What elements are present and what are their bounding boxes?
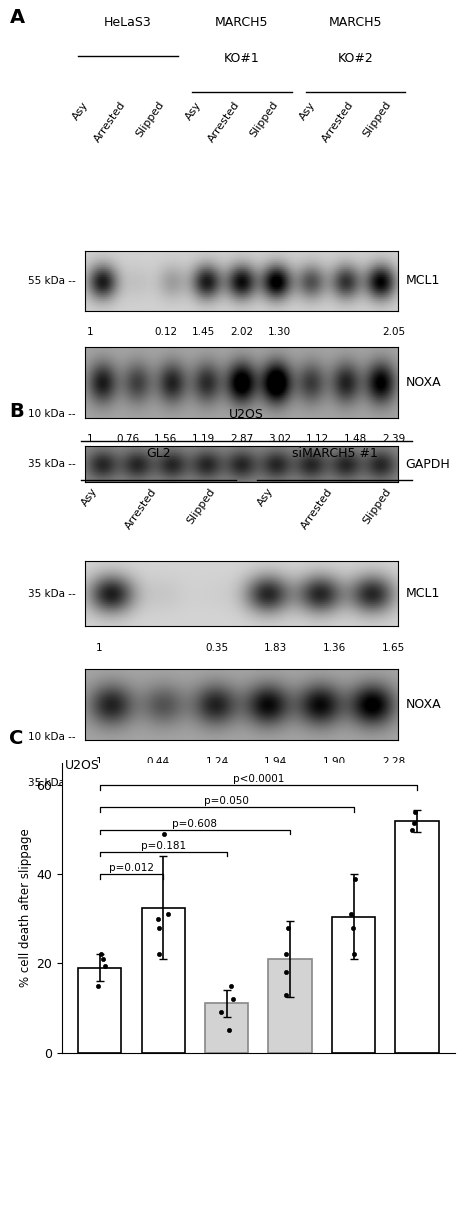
- Text: MARCH5: MARCH5: [329, 16, 382, 29]
- Text: 2.02: 2.02: [230, 327, 253, 337]
- Text: 0.44: 0.44: [147, 757, 170, 766]
- Text: siMARCH5 #1: siMARCH5 #1: [292, 448, 378, 460]
- Text: 1.24: 1.24: [205, 757, 229, 766]
- Text: Arrested: Arrested: [92, 99, 128, 144]
- Text: 0.35: 0.35: [206, 642, 228, 653]
- Text: 10 kDa --: 10 kDa --: [28, 409, 76, 419]
- Text: GL2: GL2: [146, 448, 171, 460]
- Text: C: C: [9, 729, 24, 748]
- Text: 1.65: 1.65: [382, 642, 405, 653]
- Text: 10 kDa --: 10 kDa --: [28, 733, 76, 742]
- Text: 2.28: 2.28: [382, 757, 405, 766]
- Text: 3.02: 3.02: [268, 435, 291, 444]
- Text: 1.30: 1.30: [268, 327, 291, 337]
- Text: Slipped: Slipped: [134, 99, 166, 139]
- Text: 1.48: 1.48: [344, 435, 367, 444]
- Text: Asy: Asy: [71, 99, 90, 122]
- Text: Arrested: Arrested: [206, 99, 242, 144]
- Text: Asy: Asy: [184, 99, 204, 122]
- Text: 35 kDa --: 35 kDa --: [28, 459, 76, 470]
- Text: GAPDH: GAPDH: [405, 457, 450, 471]
- Text: 1: 1: [96, 757, 103, 766]
- Text: MCL1: MCL1: [405, 588, 440, 600]
- Text: Arrested: Arrested: [123, 486, 158, 531]
- Text: A: A: [9, 8, 25, 27]
- Text: KO#1: KO#1: [224, 52, 260, 65]
- Text: MCL1: MCL1: [405, 274, 440, 287]
- Text: 1.56: 1.56: [154, 435, 178, 444]
- Text: 55 kDa --: 55 kDa --: [28, 276, 76, 286]
- Text: MARCH5: MARCH5: [215, 16, 268, 29]
- Text: 2.87: 2.87: [230, 435, 254, 444]
- Text: 2.39: 2.39: [382, 435, 405, 444]
- Text: Slipped: Slipped: [362, 99, 393, 139]
- Text: Asy: Asy: [80, 486, 100, 508]
- Text: 1: 1: [87, 435, 93, 444]
- Text: GAPDH: GAPDH: [405, 776, 450, 789]
- Text: 1.83: 1.83: [264, 642, 288, 653]
- Text: HeLaS3: HeLaS3: [104, 16, 152, 29]
- Text: 0.12: 0.12: [155, 327, 177, 337]
- Text: Slipped: Slipped: [185, 486, 217, 526]
- Text: 1.45: 1.45: [192, 327, 216, 337]
- Text: Slipped: Slipped: [248, 99, 280, 139]
- Text: 1: 1: [96, 642, 103, 653]
- Text: B: B: [9, 402, 24, 420]
- Text: 35 kDa --: 35 kDa --: [28, 589, 76, 599]
- Text: 35 kDa --: 35 kDa --: [28, 777, 76, 788]
- Text: 1: 1: [87, 327, 93, 337]
- Text: Arrested: Arrested: [320, 99, 356, 144]
- Text: 2.05: 2.05: [382, 327, 405, 337]
- Text: 0.76: 0.76: [117, 435, 139, 444]
- Text: Asy: Asy: [298, 99, 318, 122]
- Text: 1.19: 1.19: [192, 435, 216, 444]
- Text: Arrested: Arrested: [299, 486, 335, 531]
- Text: NOXA: NOXA: [405, 375, 441, 389]
- Text: KO#2: KO#2: [337, 52, 374, 65]
- Text: NOXA: NOXA: [405, 698, 441, 711]
- Text: Slipped: Slipped: [362, 486, 393, 526]
- Text: 1.94: 1.94: [264, 757, 288, 766]
- Text: Asy: Asy: [256, 486, 276, 508]
- Text: 1.12: 1.12: [306, 435, 329, 444]
- Text: 1.36: 1.36: [323, 642, 346, 653]
- Text: U2OS: U2OS: [229, 408, 264, 421]
- Text: 1.90: 1.90: [323, 757, 346, 766]
